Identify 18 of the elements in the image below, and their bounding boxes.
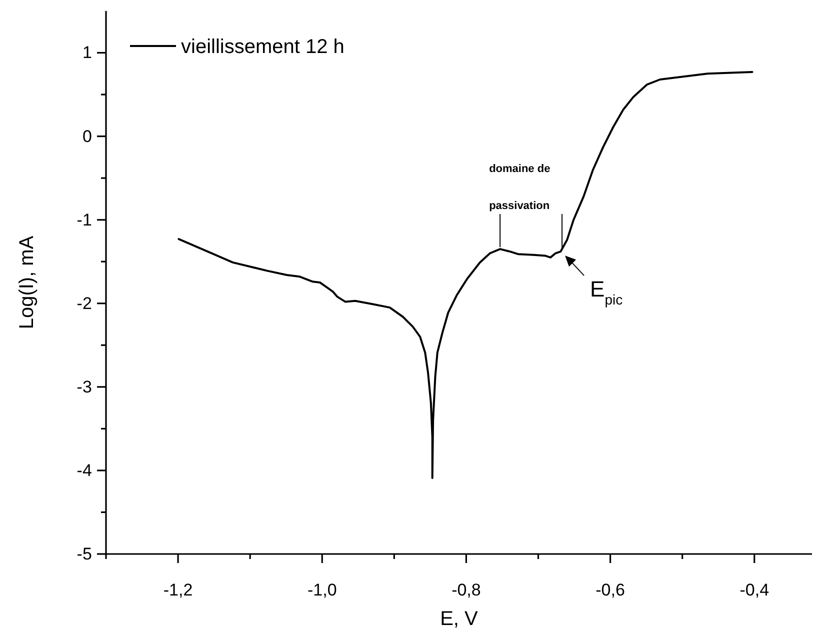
y-axis-title: Log(I), mA (16, 235, 38, 330)
y-tick-label: -3 (76, 377, 92, 396)
x-axis-title: E, V (440, 608, 479, 630)
x-tick-label: -0,6 (596, 580, 625, 600)
y-tick-label: 0 (82, 126, 92, 146)
y-tick-label: -4 (76, 460, 92, 480)
x-tick-label: -0,4 (740, 580, 770, 600)
y-tick-label: -2 (76, 294, 92, 313)
x-tick-label: -1,2 (163, 580, 193, 600)
y-tick-label: 1 (82, 43, 92, 62)
y-tick-label: -1 (76, 210, 92, 230)
y-tick-label: -5 (76, 544, 92, 564)
annotation: E$_{pic}$ (590, 276, 623, 308)
text: domaine de passivation (489, 163, 550, 212)
x-tick-label: -1,0 (307, 580, 337, 600)
legend-label: vieillissement 12 h (181, 36, 344, 58)
x-tick-label: -0,8 (452, 580, 481, 600)
line-series (178, 70, 754, 479)
